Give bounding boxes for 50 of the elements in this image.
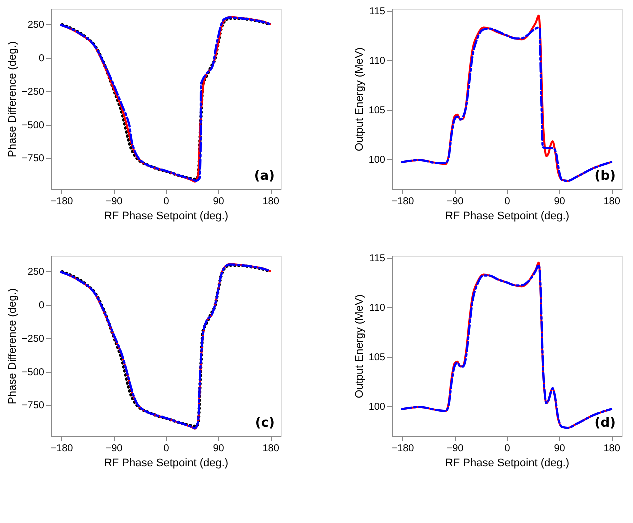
y-tick-label: 105: [368, 352, 386, 364]
annotation: (c): [255, 416, 275, 431]
annotation: (a): [254, 169, 275, 184]
y-tick-label: 105: [368, 105, 386, 116]
x-tick-label: 180: [604, 196, 621, 208]
y-tick-label: 0: [38, 53, 45, 64]
x-tick-label: 0: [164, 444, 170, 454]
x-tick-label: 180: [262, 196, 280, 208]
y-tick-label: 110: [370, 56, 386, 67]
x-axis-title: RF Phase Setpoint (deg.): [104, 458, 229, 470]
x-tick-label: −180: [50, 196, 74, 208]
y-tick-label: −750: [22, 400, 45, 412]
y-tick-label: 100: [368, 154, 386, 166]
x-tick-label: −90: [106, 196, 124, 208]
y-axis-title: Phase Difference (deg.): [6, 288, 19, 404]
y-tick-label: 115: [370, 6, 386, 18]
x-tick-label: 90: [213, 196, 225, 208]
y-axis-title: Output Energy (MeV): [354, 48, 366, 152]
y-tick-label: 0: [38, 300, 45, 312]
x-axis-title: RF Phase Setpoint (deg.): [445, 210, 570, 222]
x-tick-label: 0: [164, 196, 170, 208]
x-axis-title: RF Phase Setpoint (deg.): [104, 210, 229, 222]
x-tick-label: −180: [392, 196, 415, 208]
x-tick-label: 0: [504, 444, 511, 454]
x-tick-label: −180: [392, 444, 415, 454]
x-tick-label: −90: [106, 444, 124, 454]
y-tick-label: −250: [22, 86, 45, 98]
x-tick-label: 180: [604, 444, 621, 454]
y-axis-title: Phase Difference (deg.): [6, 42, 19, 158]
y-tick-label: −500: [22, 120, 45, 132]
y-tick-label: 115: [370, 253, 386, 264]
y-tick-label: 100: [368, 402, 386, 413]
x-axis-title: RF Phase Setpoint (deg.): [445, 458, 570, 470]
x-tick-label: 90: [213, 444, 225, 454]
y-tick-label: 250: [28, 20, 45, 31]
y-tick-label: −250: [22, 334, 45, 345]
x-tick-label: 0: [504, 196, 511, 208]
annotation: (d): [594, 416, 616, 431]
annotation: (b): [594, 169, 616, 184]
x-tick-label: 90: [554, 196, 566, 208]
y-axis-title: Output Energy (MeV): [354, 294, 366, 398]
y-tick-label: −750: [22, 154, 45, 165]
y-tick-label: 250: [28, 266, 45, 278]
y-tick-label: 110: [370, 302, 386, 314]
x-tick-label: −90: [446, 196, 464, 208]
x-tick-label: 90: [554, 444, 566, 454]
y-tick-label: −500: [22, 367, 45, 378]
x-tick-label: 180: [262, 444, 280, 454]
x-tick-label: −90: [446, 444, 464, 454]
x-tick-label: −180: [50, 444, 74, 454]
